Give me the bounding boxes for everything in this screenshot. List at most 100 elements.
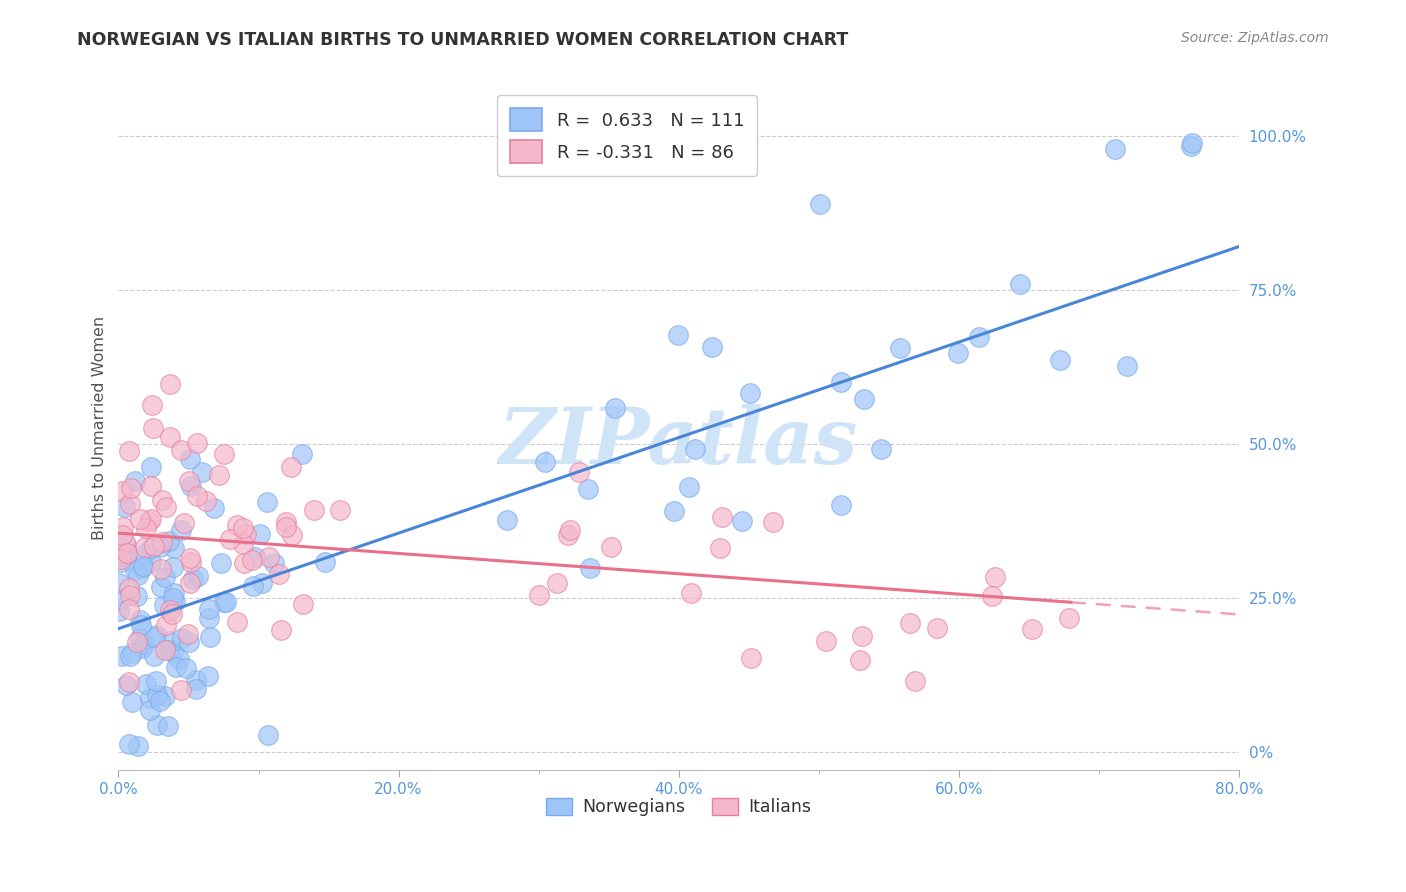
Point — [212, 447, 235, 461]
Point — [129, 613, 152, 627]
Point — [270, 624, 292, 638]
Point — [165, 595, 187, 609]
Point — [1021, 622, 1043, 636]
Point — [180, 555, 202, 569]
Point — [851, 629, 873, 643]
Point — [666, 327, 689, 342]
Point — [1116, 359, 1139, 374]
Point — [111, 528, 134, 542]
Point — [120, 497, 142, 511]
Point — [711, 509, 734, 524]
Point — [139, 555, 162, 569]
Point — [181, 572, 204, 586]
Point — [149, 561, 172, 575]
Point — [139, 479, 162, 493]
Point — [257, 550, 280, 565]
Point — [1181, 136, 1204, 150]
Point — [245, 550, 267, 565]
Point — [145, 628, 167, 642]
Point — [603, 401, 626, 416]
Point — [153, 642, 176, 657]
Point — [232, 556, 254, 570]
Point — [177, 635, 200, 649]
Point — [135, 521, 157, 535]
Text: NORWEGIAN VS ITALIAN BIRTHS TO UNMARRIED WOMEN CORRELATION CHART: NORWEGIAN VS ITALIAN BIRTHS TO UNMARRIED… — [77, 31, 849, 49]
Point — [709, 541, 731, 555]
Point — [162, 591, 184, 605]
Point — [946, 346, 969, 360]
Point — [740, 385, 762, 400]
Point — [177, 626, 200, 640]
Point — [153, 569, 176, 583]
Point — [187, 569, 209, 583]
Point — [149, 581, 172, 595]
Point — [198, 602, 221, 616]
Point — [702, 340, 724, 354]
Point — [160, 607, 183, 621]
Point — [291, 598, 314, 612]
Point — [209, 556, 232, 570]
Legend: Norwegians, Italians: Norwegians, Italians — [540, 790, 818, 823]
Point — [128, 632, 150, 646]
Point — [274, 520, 297, 534]
Point — [118, 602, 141, 616]
Point — [664, 504, 686, 518]
Point — [114, 500, 136, 514]
Point — [127, 635, 149, 649]
Point — [226, 518, 249, 533]
Point — [115, 538, 138, 552]
Point — [118, 649, 141, 664]
Point — [679, 586, 702, 600]
Point — [683, 442, 706, 457]
Point — [250, 576, 273, 591]
Point — [142, 540, 165, 554]
Point — [127, 589, 149, 603]
Point — [170, 442, 193, 457]
Point — [162, 645, 184, 659]
Point — [162, 560, 184, 574]
Point — [527, 587, 550, 601]
Point — [925, 621, 948, 635]
Point — [170, 523, 193, 537]
Point — [263, 556, 285, 570]
Point — [139, 690, 162, 705]
Point — [129, 618, 152, 632]
Point — [815, 634, 838, 648]
Point — [159, 430, 181, 444]
Point — [225, 615, 247, 629]
Point — [111, 649, 134, 664]
Point — [157, 633, 180, 648]
Point — [730, 515, 752, 529]
Point — [150, 534, 173, 549]
Point — [142, 421, 165, 435]
Point — [179, 575, 201, 590]
Point — [579, 560, 602, 574]
Point — [329, 502, 352, 516]
Point — [179, 475, 201, 489]
Point — [112, 520, 135, 534]
Point — [900, 615, 922, 630]
Point — [762, 515, 785, 529]
Point — [108, 546, 131, 560]
Point — [121, 646, 143, 660]
Point — [159, 602, 181, 616]
Point — [150, 492, 173, 507]
Point — [215, 595, 238, 609]
Point — [115, 546, 138, 560]
Point — [208, 468, 231, 483]
Point — [139, 460, 162, 475]
Point — [132, 559, 155, 574]
Point — [980, 589, 1002, 603]
Point — [157, 719, 180, 733]
Point — [256, 495, 278, 509]
Point — [186, 489, 208, 503]
Point — [1104, 142, 1126, 156]
Point — [1180, 139, 1202, 153]
Point — [678, 480, 700, 494]
Point — [141, 398, 163, 412]
Point — [145, 674, 167, 689]
Point — [124, 563, 146, 577]
Point — [149, 693, 172, 707]
Point — [810, 196, 832, 211]
Text: ZIPatlas: ZIPatlas — [499, 404, 859, 480]
